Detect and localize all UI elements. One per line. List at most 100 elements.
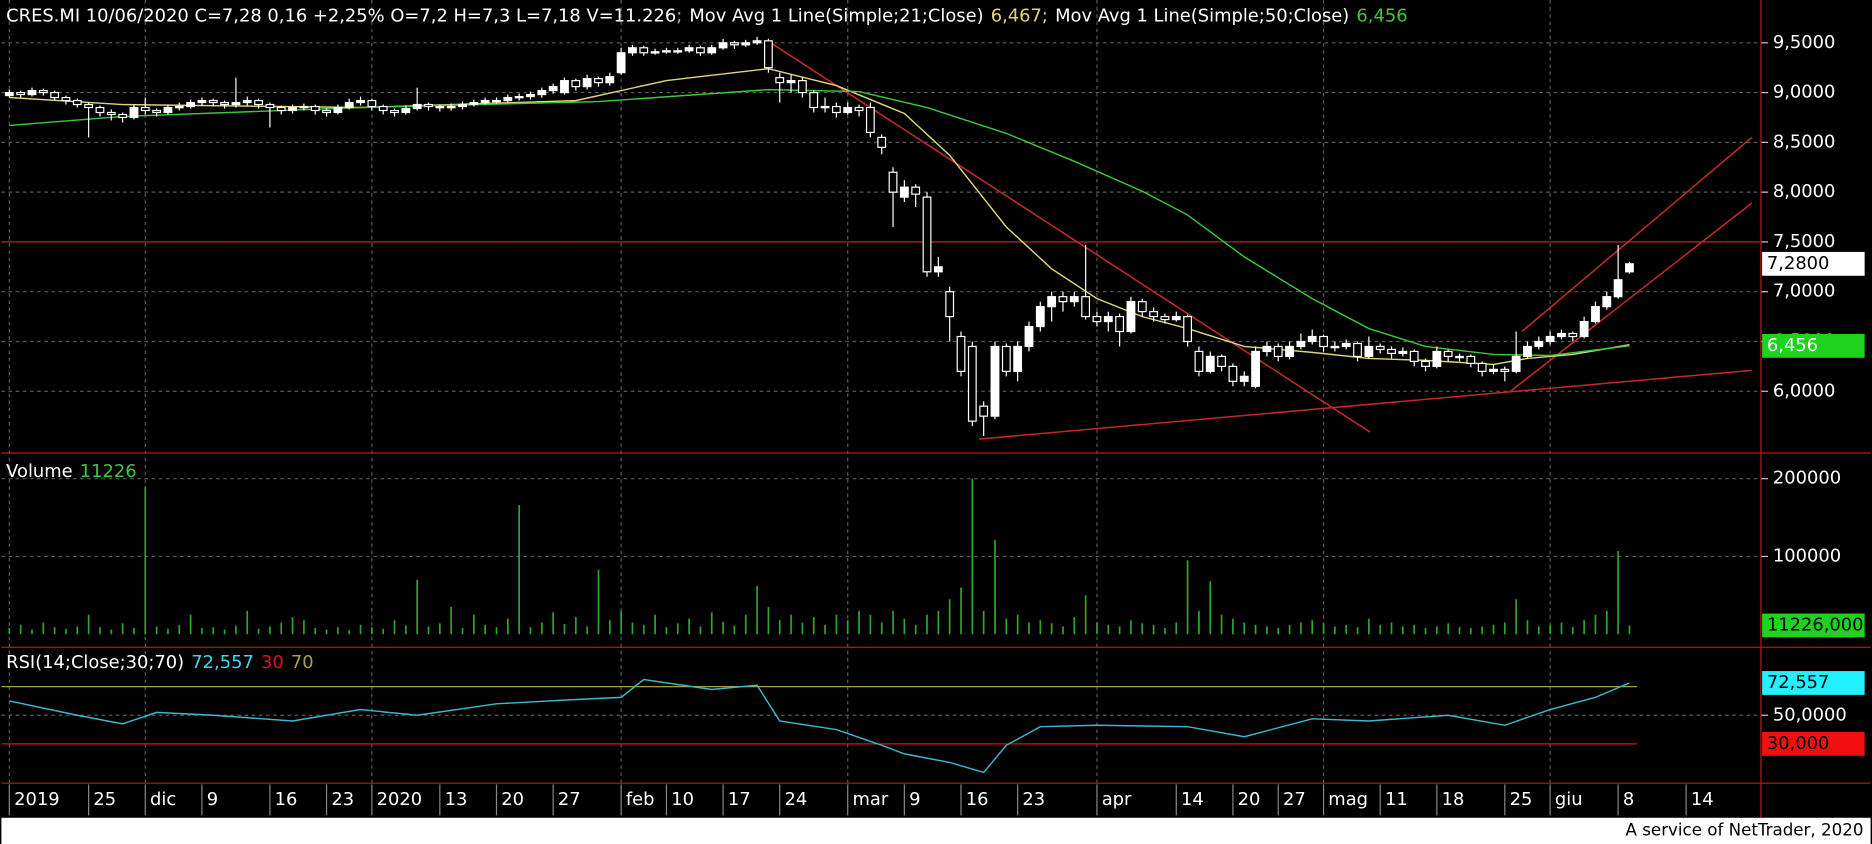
candle-body bbox=[344, 101, 354, 109]
candle-body bbox=[27, 90, 37, 96]
x-tick-label: 16 bbox=[966, 789, 989, 810]
candle-body bbox=[990, 345, 1000, 417]
candle-body bbox=[1205, 355, 1215, 372]
candle-body bbox=[1319, 335, 1328, 348]
x-tick-label: 25 bbox=[93, 789, 116, 810]
candle-body bbox=[152, 109, 162, 114]
candle-body bbox=[1568, 332, 1578, 338]
candle-body bbox=[106, 111, 116, 116]
candle-body bbox=[174, 105, 184, 109]
candle-body bbox=[469, 101, 479, 106]
y-tick-label: 7,0000 bbox=[1773, 281, 1836, 302]
candle-body bbox=[1409, 350, 1419, 362]
separator: ; bbox=[1042, 6, 1048, 27]
x-tick-label: 11 bbox=[1385, 789, 1408, 810]
last-price: 7,2800 bbox=[1767, 253, 1830, 274]
candle-body bbox=[831, 105, 841, 114]
x-tick-label: feb bbox=[626, 789, 655, 810]
footer-band bbox=[1, 817, 1871, 844]
candle-body bbox=[1081, 296, 1091, 318]
candle-body bbox=[1137, 301, 1147, 313]
ma-value-bg bbox=[1762, 333, 1865, 358]
candle-body bbox=[1001, 345, 1011, 372]
candle-body bbox=[1579, 320, 1589, 338]
candle-body bbox=[979, 405, 989, 417]
candle-body bbox=[1194, 350, 1204, 372]
rsi-value: 72,557 bbox=[1767, 672, 1830, 693]
legend-entry: Volume bbox=[6, 461, 72, 482]
candle-body bbox=[1511, 355, 1521, 372]
candle-body bbox=[1353, 342, 1362, 358]
candle-body bbox=[1545, 335, 1555, 343]
candle-body bbox=[1625, 263, 1634, 273]
legend-entry: RSI(14;Close;30;70) bbox=[6, 652, 184, 673]
candle-body bbox=[129, 106, 139, 119]
candle-body bbox=[956, 335, 966, 372]
candle-body bbox=[945, 291, 955, 318]
background bbox=[1, 0, 1871, 818]
candle-body bbox=[1398, 350, 1408, 355]
candle-body bbox=[1489, 368, 1498, 372]
separator: ; bbox=[676, 6, 682, 27]
ma-value: 6,456 bbox=[1767, 335, 1818, 356]
candle-body bbox=[1557, 332, 1566, 338]
candle-body bbox=[1466, 355, 1476, 364]
footer: A service of NetTrader, 2020 bbox=[1626, 820, 1864, 839]
candle-body bbox=[503, 96, 513, 102]
candle-body bbox=[967, 345, 977, 422]
candle-body bbox=[1171, 316, 1181, 321]
candle-body bbox=[1432, 350, 1442, 367]
candle-body bbox=[888, 171, 898, 193]
candle-body bbox=[220, 101, 230, 106]
candle-body bbox=[899, 186, 909, 198]
x-tick-label: 18 bbox=[1442, 789, 1465, 810]
y-tick-label: 50,0000 bbox=[1773, 704, 1847, 725]
candle-body bbox=[446, 105, 456, 109]
candle-body bbox=[1375, 345, 1385, 351]
candle-body bbox=[843, 106, 853, 114]
x-tick-label: 27 bbox=[558, 789, 581, 810]
rsi-value-bg bbox=[1762, 671, 1865, 695]
candle-body bbox=[865, 106, 875, 134]
rsi-legend: RSI(14;Close;30;70) 72,557 30 70 bbox=[6, 652, 313, 673]
candle-body bbox=[424, 103, 433, 108]
volume-value: 11226,000 bbox=[1767, 614, 1864, 635]
rsi-level: 30,000 bbox=[1767, 733, 1830, 754]
candle-body bbox=[616, 52, 626, 74]
candle-body bbox=[639, 47, 649, 54]
candle-body bbox=[1443, 350, 1453, 358]
candle-body bbox=[537, 90, 547, 96]
candle-body bbox=[1421, 360, 1430, 367]
candle-body bbox=[560, 80, 569, 94]
x-tick-label: 14 bbox=[1181, 789, 1204, 810]
legend-value: 11226 bbox=[80, 461, 137, 482]
candle-body bbox=[299, 105, 309, 109]
candle-body bbox=[594, 78, 603, 84]
candle-body bbox=[877, 136, 887, 148]
candle-body bbox=[809, 91, 819, 109]
candle-body bbox=[186, 101, 196, 108]
candle-body bbox=[933, 266, 943, 273]
x-tick-label: mag bbox=[1328, 789, 1368, 810]
candle-body bbox=[412, 103, 422, 110]
candle-body bbox=[911, 186, 921, 195]
y-tick-label: 8,0000 bbox=[1773, 181, 1836, 202]
trend-line bbox=[979, 369, 1752, 440]
candle-body bbox=[163, 106, 173, 114]
candle-body bbox=[458, 103, 467, 108]
candle-body bbox=[1183, 316, 1193, 343]
x-tick-label: dic bbox=[150, 789, 176, 810]
candle-body bbox=[378, 105, 388, 112]
candle-body bbox=[1477, 362, 1487, 372]
candle-body bbox=[526, 93, 535, 98]
candle-body bbox=[1602, 296, 1612, 308]
candle-body bbox=[197, 99, 207, 104]
x-tick-label: 16 bbox=[275, 789, 298, 810]
volume-value-bg bbox=[1762, 613, 1865, 638]
candle-body bbox=[1035, 306, 1045, 328]
candle-body bbox=[1387, 348, 1396, 355]
candle-body bbox=[1591, 306, 1600, 323]
candle-body bbox=[1024, 325, 1034, 348]
rsi-line bbox=[9, 678, 1630, 774]
moving-average-line bbox=[9, 67, 1630, 366]
